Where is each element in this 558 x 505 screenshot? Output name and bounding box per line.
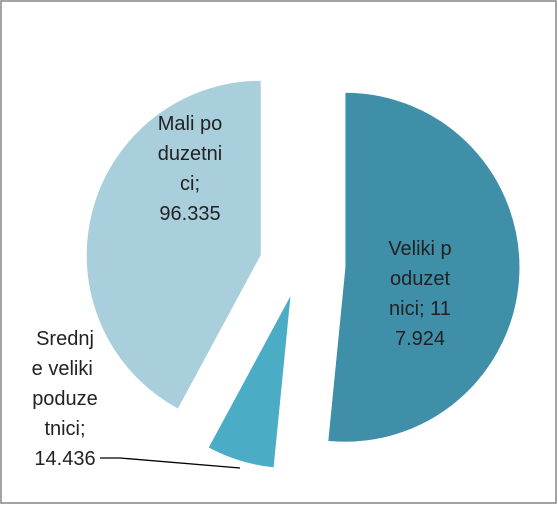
pie-slice [207,293,292,469]
data-label: Veliki p oduzet nici; 11 7.924 [388,238,451,350]
leader-line [100,457,241,469]
data-label: Mali po duzetni ci; 96.335 [158,113,223,225]
data-label: Srednj e veliki poduze tnici; 14.436 [32,328,99,470]
pie-slice [85,79,262,410]
pie-slice [327,91,521,443]
